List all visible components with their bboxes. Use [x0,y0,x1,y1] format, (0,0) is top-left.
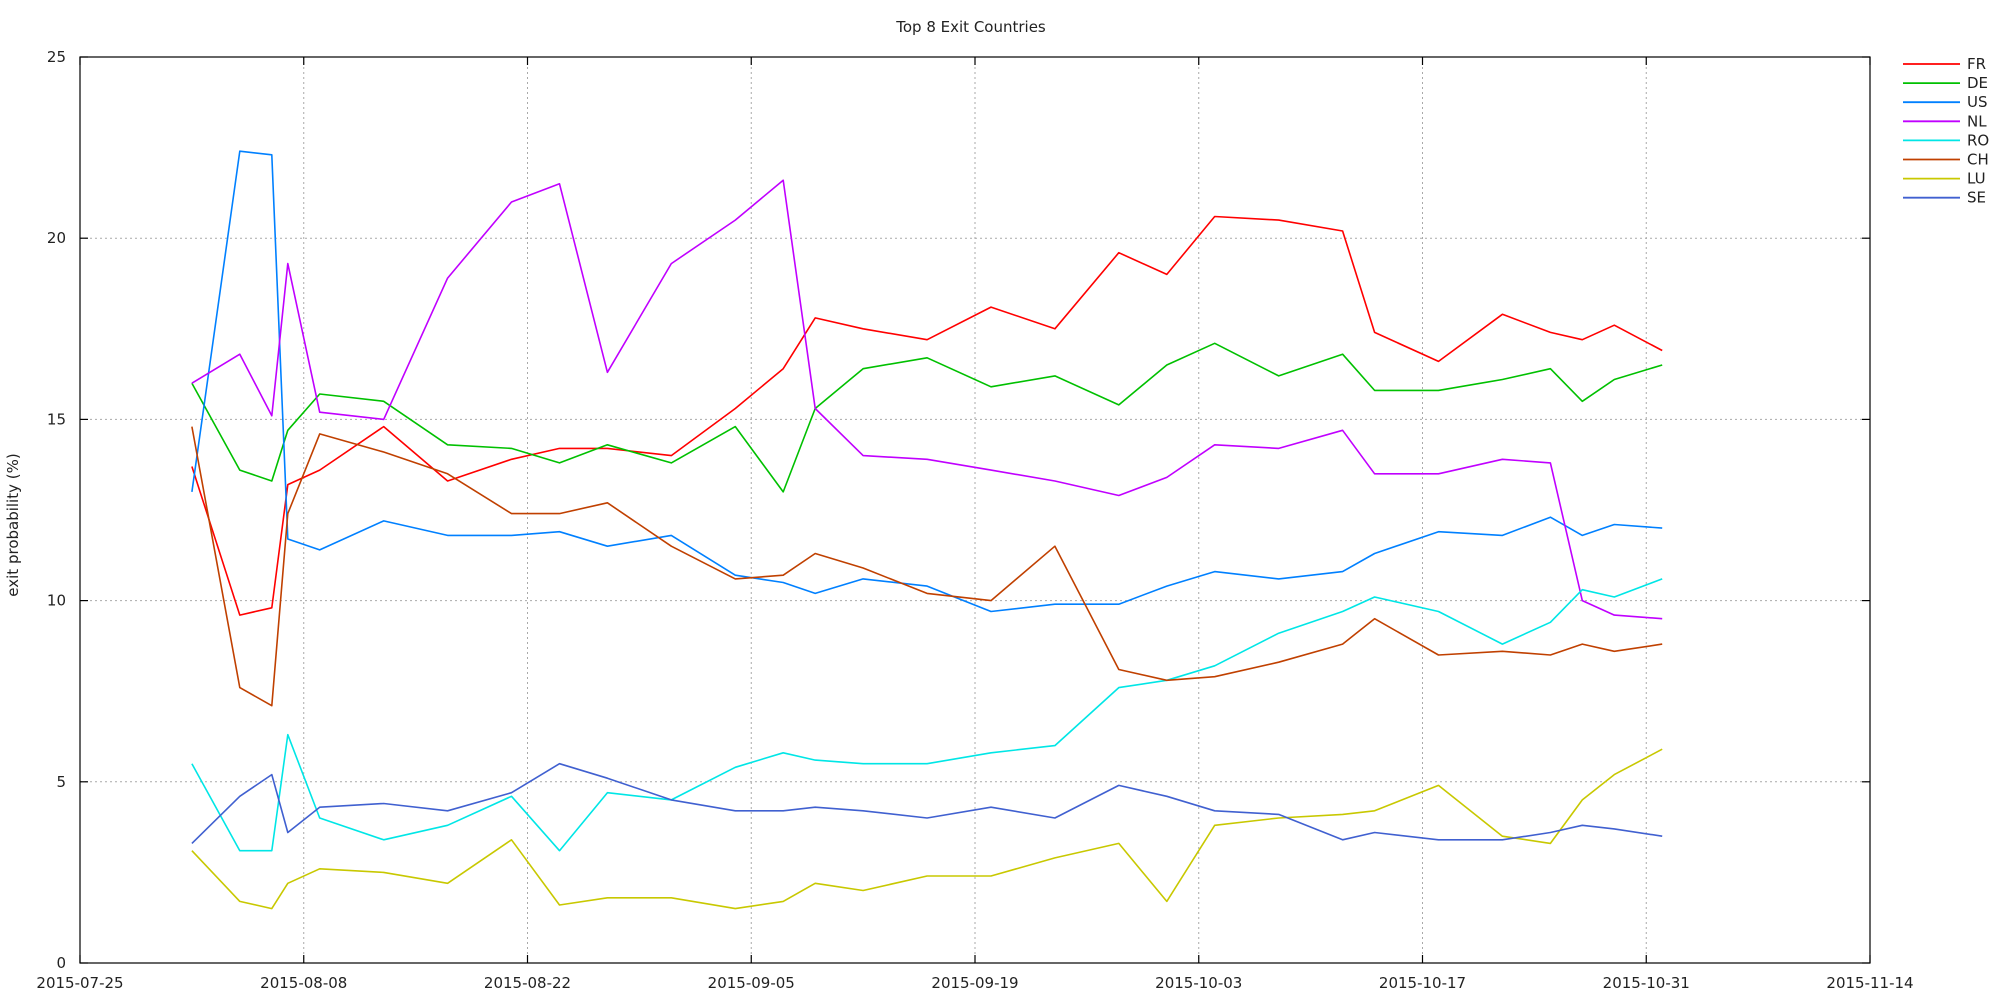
x-tick-label: 2015-09-05 [708,974,795,992]
y-tick-label: 0 [56,954,66,972]
x-tick-label: 2015-11-14 [1826,974,1913,992]
legend-label-ch: CH [1967,151,1989,169]
legend-label-lu: LU [1967,170,1986,188]
legend-label-nl: NL [1967,112,1987,130]
axis-ticks: 2015-07-25 2015-08-08 2015-08-22 2015-09-05… [36,48,1913,992]
series-line-se [191,762,1663,844]
y-tick-label: 15 [47,410,66,428]
series-lines [191,150,1663,910]
series-line-nl [191,179,1663,620]
x-tick-label: 2015-10-03 [1155,974,1242,992]
series-line-ro [191,578,1663,852]
series-line-us [191,150,1663,613]
y-tick-label: 20 [47,229,66,247]
series-line-ch [191,426,1663,707]
series-line-fr [191,215,1663,616]
series-line-de [191,342,1663,493]
x-tick-label: 2015-08-08 [260,974,347,992]
chart-title: Top 8 Exit Countries [895,18,1046,36]
legend-label-se: SE [1967,189,1986,207]
series-line-lu [191,748,1663,910]
x-tick-label: 2015-09-19 [931,974,1018,992]
y-axis-label: exit probability (%) [4,453,22,596]
grid-lines [80,57,1870,963]
y-tick-label: 5 [56,773,66,791]
legend-label-fr: FR [1967,55,1986,73]
legend-label-de: DE [1967,74,1988,92]
legend-label-us: US [1967,93,1988,111]
y-tick-label: 25 [47,48,66,66]
x-tick-label: 2015-10-31 [1603,974,1690,992]
y-tick-label: 10 [47,592,66,610]
x-tick-label: 2015-10-17 [1379,974,1466,992]
x-tick-label: 2015-07-25 [36,974,123,992]
legend-label-ro: RO [1967,131,1989,149]
x-tick-label: 2015-08-22 [484,974,571,992]
